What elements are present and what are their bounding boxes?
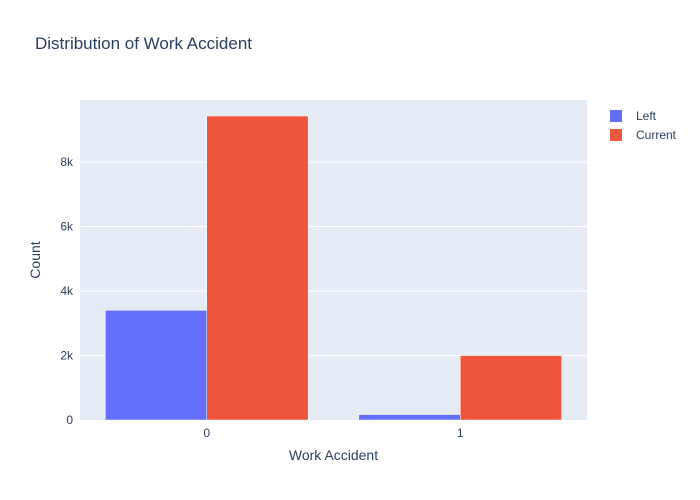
legend-swatch-current — [610, 128, 622, 141]
y-axis-title: Count — [27, 241, 43, 278]
legend-label-current: Current — [636, 127, 677, 142]
legend-swatch-left — [610, 109, 622, 122]
y-tick-label: 0 — [66, 413, 73, 427]
bar-left-1[interactable] — [358, 414, 461, 421]
y-tick-label: 2k — [60, 349, 74, 363]
legend-item-current[interactable]: Current — [610, 125, 676, 144]
bar-current-0[interactable] — [206, 115, 309, 421]
legend-label-left: Left — [636, 108, 657, 123]
bar-current-1[interactable] — [460, 355, 562, 421]
x-tick-label: 0 — [203, 426, 210, 440]
bars — [105, 115, 562, 421]
chart-title: Distribution of Work Accident — [35, 34, 252, 53]
x-axis-title: Work Accident — [289, 447, 378, 463]
legend: Left Current — [610, 106, 676, 144]
legend-item-left[interactable]: Left — [610, 106, 676, 125]
y-tick-label: 6k — [60, 220, 74, 234]
y-axis-ticks: 0 2k 4k 6k 8k — [60, 155, 74, 427]
y-tick-label: 4k — [60, 284, 74, 298]
y-tick-label: 8k — [60, 155, 74, 169]
bar-left-0[interactable] — [105, 310, 207, 421]
x-tick-label: 1 — [457, 426, 464, 440]
